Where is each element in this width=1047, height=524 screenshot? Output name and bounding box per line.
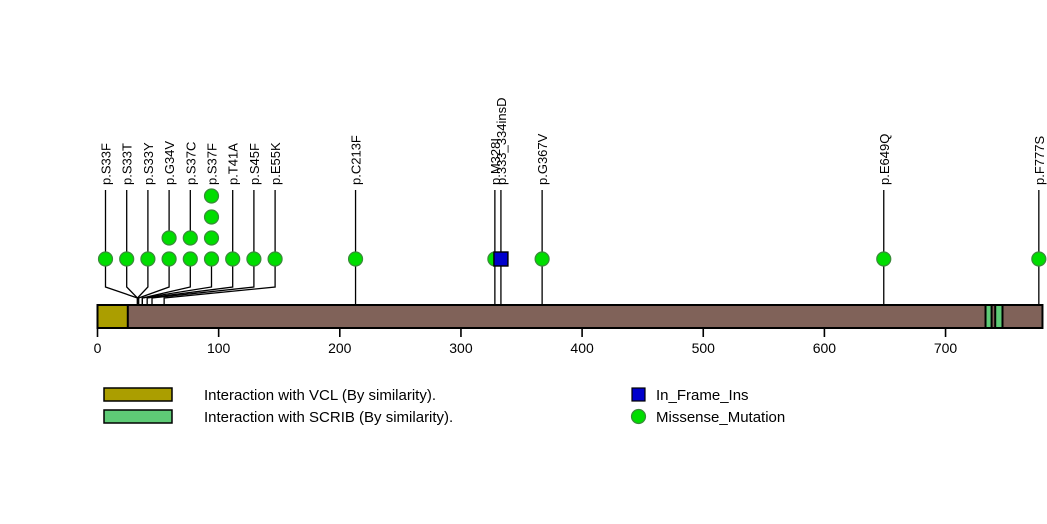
mutation-label: p.G367V: [535, 133, 550, 185]
protein-domain-region[interactable]: [994, 304, 1004, 329]
legend-group: Interaction with VCL (By similarity). Int…: [103, 387, 785, 426]
legend-domain-label: Interaction with SCRIB (By similarity).: [204, 409, 453, 426]
mutation-label: p.C213F: [349, 135, 364, 185]
protein-domain-region[interactable]: [984, 304, 993, 329]
mutation-label: p.S37F: [205, 143, 220, 185]
axis-tick-label: 700: [934, 340, 958, 356]
legend-type-label: In_Frame_Ins: [656, 387, 749, 404]
mutation-label: p.F777S: [1032, 136, 1047, 185]
mutation-label: p.E649Q: [877, 134, 892, 185]
mutation-marker-missense[interactable]: [182, 251, 198, 267]
mutation-label: p.G34V: [162, 141, 177, 185]
mutation-marker-missense[interactable]: [97, 251, 114, 267]
mutation-label: p.S45F: [247, 143, 262, 185]
protein-domain-region[interactable]: [96, 304, 129, 329]
mutation-marker-missense[interactable]: [203, 188, 220, 204]
mutation-label: p.S37C: [183, 142, 198, 185]
mutation-marker-missense[interactable]: [140, 251, 156, 267]
axis-tick-label: 300: [449, 340, 473, 356]
mutation-label: p.S33Y: [141, 142, 156, 185]
position-axis-group: 0 100 200 300 400 500 600 700: [94, 328, 958, 356]
mutation-marker-missense[interactable]: [347, 251, 364, 267]
axis-tick-label: 100: [207, 340, 231, 356]
mutation-marker-missense[interactable]: [203, 230, 220, 246]
mutation-marker-missense[interactable]: [203, 209, 220, 225]
legend-domain-label: Interaction with VCL (By similarity).: [204, 387, 436, 404]
mutation-marker-missense[interactable]: [267, 251, 283, 267]
mutation-marker-missense[interactable]: [161, 230, 177, 246]
mutation-marker-in-frame-ins[interactable]: [493, 251, 509, 267]
mutation-marker-missense[interactable]: [161, 251, 177, 267]
mutation-marker-missense[interactable]: [246, 251, 262, 267]
mutation-marker-missense[interactable]: [225, 251, 241, 267]
legend-missense-swatch: [630, 408, 647, 425]
axis-tick-label: 200: [328, 340, 352, 356]
mutation-label: p.S33T: [120, 143, 135, 185]
mutation-label: p.T41A: [226, 143, 241, 185]
axis-tick-label: 0: [94, 340, 102, 356]
mutation-labels-group: p.S33F p.S33T p.S33Y p.G34V p.S37C p.S37F p.T4…: [99, 98, 1047, 185]
legend-domain-swatch: [103, 409, 173, 424]
legend-domain-swatch: [103, 387, 173, 402]
mutation-label: p.333_334insD: [494, 98, 509, 185]
mutation-marker-missense[interactable]: [534, 251, 550, 267]
mutation-marker-missense[interactable]: [119, 251, 135, 267]
mutation-label: p.S33F: [99, 143, 114, 185]
mutation-marker-missense[interactable]: [203, 251, 220, 267]
axis-tick-label: 600: [813, 340, 837, 356]
mutation-marker-missense[interactable]: [182, 230, 198, 246]
legend-type-label: Missense_Mutation: [656, 409, 785, 426]
protein-backbone: [96, 304, 1044, 329]
mutation-marker-missense[interactable]: [1031, 251, 1047, 267]
protein-backbone-group: [96, 304, 1044, 329]
mutation-label: p.E55K: [268, 142, 283, 185]
legend-in-frame-ins-swatch: [631, 387, 646, 402]
axis-tick-label: 400: [570, 340, 594, 356]
mutation-label: p.M328I: [488, 138, 503, 185]
lollipop-markers-group[interactable]: [97, 188, 1047, 267]
axis-tick-label: 500: [692, 340, 716, 356]
mutation-marker-missense[interactable]: [876, 251, 892, 267]
